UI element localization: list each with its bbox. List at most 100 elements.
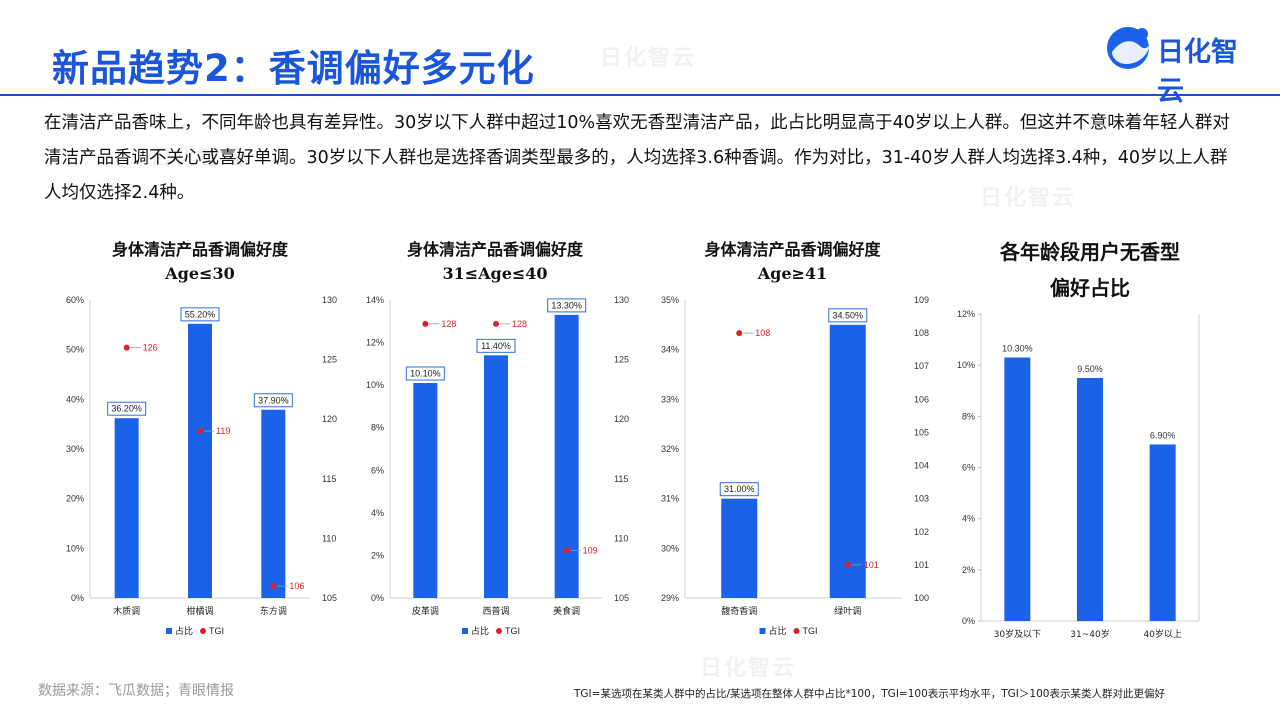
bar-data-label: 31.00% (724, 484, 755, 494)
bar-data-label-box (719, 482, 759, 497)
y-tick-label: 14% (366, 295, 384, 305)
y-tick-label: 50% (66, 345, 84, 355)
y-tick-label: 34% (661, 345, 679, 355)
bar-data-label-box (253, 393, 293, 408)
y2-tick-label: 105 (322, 593, 337, 603)
y-tick-label: 10% (366, 380, 384, 390)
bar-data-label-box (180, 307, 220, 322)
chart-title: 身体清洁产品香调偏好度 (406, 240, 583, 259)
bar (261, 409, 286, 598)
y2-tick-label: 115 (322, 474, 336, 484)
y-tick-label: 6% (962, 463, 975, 473)
y2-tick-label: 103 (914, 494, 929, 504)
y-tick-label: 4% (371, 508, 384, 518)
y-tick-label: 8% (962, 411, 975, 421)
y-tick-label: 10% (66, 543, 84, 553)
tgi-point (123, 344, 130, 351)
tgi-point (422, 320, 429, 327)
tgi-data-label: 128 (512, 319, 527, 329)
y-tick-label: 33% (661, 394, 679, 404)
bar-data-label-box (107, 401, 147, 416)
bar-data-label: 6.90% (1150, 430, 1176, 440)
x-tick-label: 31~40岁 (1070, 628, 1109, 640)
chart-title: 身体清洁产品香调偏好度 (111, 240, 288, 259)
y2-tick-label: 109 (914, 295, 929, 305)
y-tick-label: 0% (371, 593, 384, 603)
chart-title: 各年龄段用户无香型 (1000, 240, 1180, 264)
y-tick-label: 30% (66, 444, 84, 454)
y-tick-label: 31% (661, 494, 679, 504)
watermark: 日化智云 (980, 186, 1077, 211)
legend-label: 占比 (175, 625, 193, 637)
logo-icon (1107, 27, 1150, 69)
y2-tick-label: 105 (914, 427, 929, 437)
bar-data-label-box (547, 298, 587, 313)
y-tick-label: 12% (366, 338, 384, 348)
bar (413, 383, 438, 598)
y2-tick-label: 101 (914, 560, 929, 570)
y-tick-label: 8% (371, 423, 384, 433)
y-tick-label: 2% (371, 550, 384, 560)
watermark: 日化智云 (700, 656, 797, 681)
chart-age-over-41: 身体清洁产品香调偏好度 Age≥41 29% 30% 31% 32% 33% 34% 35%… (645, 230, 940, 650)
tgi-point (844, 561, 851, 568)
bar (721, 498, 758, 598)
tgi-data-label: 101 (864, 560, 879, 570)
logo: 日化智云 (1102, 22, 1252, 107)
chart-subtitle: Age≤30 (165, 264, 235, 283)
tgi-point (270, 583, 277, 590)
chart-subtitle: Age≥41 (757, 264, 828, 283)
tgi-note: TGI=某选项在某类人群中的占比/某选项在整体人群中占比*100，TGI=100… (574, 688, 1165, 700)
legend-label: 占比 (471, 625, 489, 637)
y-tick-label: 32% (661, 444, 679, 454)
bar (829, 324, 866, 598)
chart-no-fragrance-by-age: 各年龄段用户无香型 偏好占比 0% 2% 4% 6% 8% 10% 12% 10.30% 9.5… (945, 230, 1235, 650)
tgi-data-label: 126 (143, 343, 158, 353)
y2-tick-label: 120 (614, 414, 629, 424)
y-tick-label: 6% (371, 465, 384, 475)
y2-tick-label: 115 (614, 474, 628, 484)
bar-data-label: 37.90% (258, 395, 289, 405)
y2-tick-label: 105 (614, 593, 629, 603)
tgi-point (736, 330, 743, 337)
legend-swatch-tgi (793, 628, 800, 634)
chart-svg: 0% 2% 4% 6% 8% 10% 12% 14% 105 110 115 120 125 130 10.… (366, 295, 629, 637)
x-tick-label: 绿叶调 (834, 605, 861, 617)
tgi-point (197, 428, 203, 435)
y2-tick-label: 104 (914, 461, 929, 471)
tgi-data-label: 108 (755, 328, 770, 338)
data-source: 数据来源：飞瓜数据；青眼情报 (38, 683, 234, 699)
y-tick-label: 60% (66, 295, 84, 305)
y2-tick-label: 110 (614, 533, 628, 543)
y2-tick-label: 110 (322, 533, 336, 543)
tgi-point (493, 320, 499, 327)
chart-subtitle: 31≤Age≤40 (442, 264, 548, 283)
bar (484, 355, 508, 598)
chart-age-under-30: 身体清洁产品香调偏好度 Age≤30 0% 10% 20% 30% 40% 50% 60% 1… (50, 230, 350, 650)
x-tick-label: 木质调 (113, 605, 140, 617)
y-tick-label: 0% (71, 593, 84, 603)
x-tick-label: 40岁以上 (1143, 628, 1181, 640)
y-tick-label: 4% (962, 514, 975, 524)
bar (114, 418, 139, 598)
bar-data-label: 9.50% (1077, 364, 1103, 374)
y-tick-label: 20% (66, 494, 84, 504)
x-tick-label: 30岁及以下 (994, 628, 1041, 640)
bar (188, 323, 212, 598)
y2-tick-label: 106 (914, 394, 929, 404)
y-tick-label: 40% (66, 394, 84, 404)
y-tick-label: 29% (661, 593, 679, 603)
bar-data-label-box (476, 338, 516, 353)
y-tick-label: 10% (957, 360, 975, 370)
chart-age-31-40: 身体清洁产品香调偏好度 31≤Age≤40 0% 2% 4% 6% 8% 10% 12% 14… (350, 230, 640, 650)
x-tick-label: 西普调 (482, 605, 509, 617)
y2-tick-label: 125 (322, 355, 337, 365)
legend-swatch-bar (759, 628, 766, 634)
x-tick-label: 馥奇香调 (721, 605, 757, 617)
x-tick-label: 东方调 (260, 605, 287, 617)
y2-tick-label: 130 (322, 295, 337, 305)
intro-paragraph: 在清洁产品香味上，不同年龄也具有差异性。30岁以下人群中超过10%喜欢无香型清洁… (44, 113, 1230, 203)
tgi-data-label: 109 (583, 545, 598, 555)
chart-subtitle: 偏好占比 (1050, 276, 1130, 300)
y2-tick-label: 108 (914, 328, 929, 338)
